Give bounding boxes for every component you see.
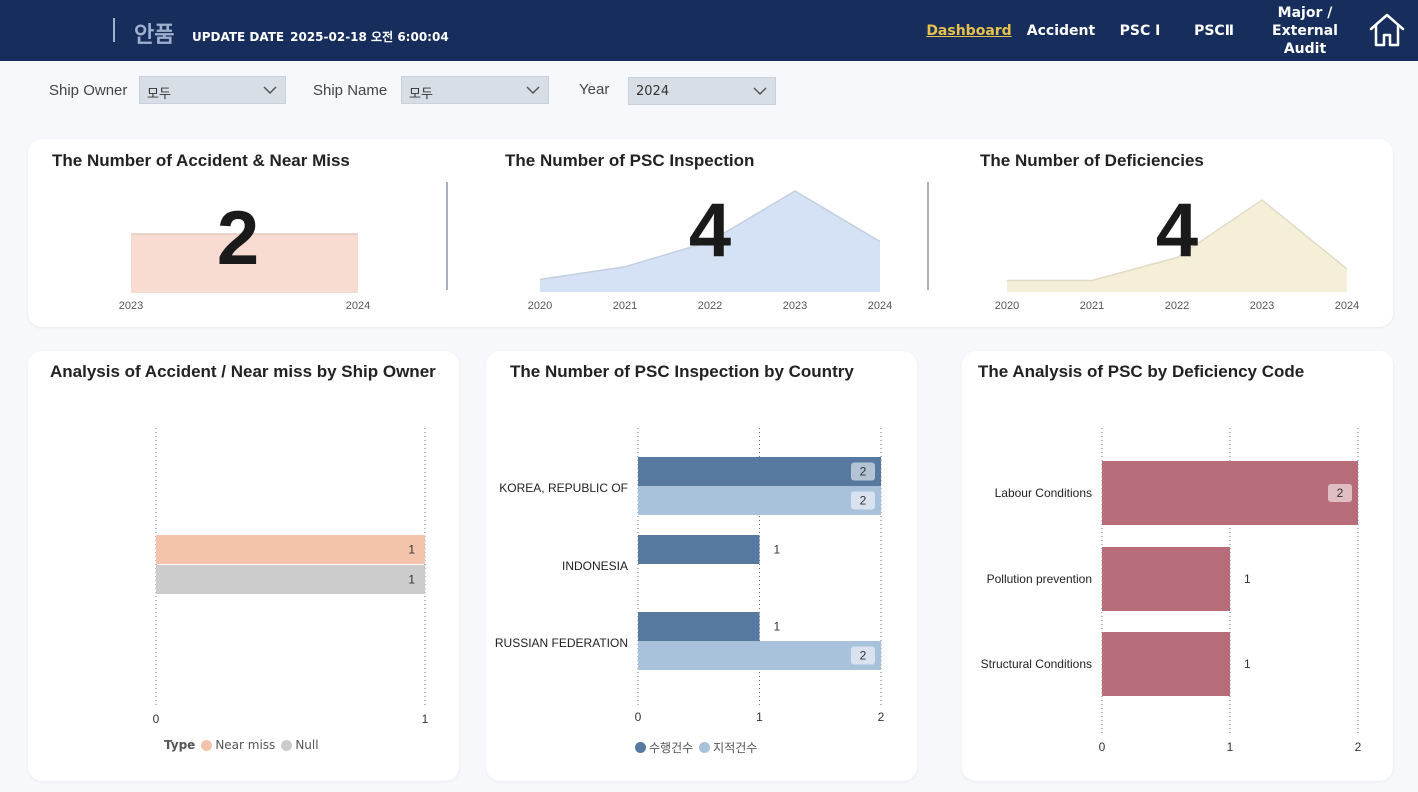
- kpi-deficiency-title: The Number of Deficiencies: [980, 151, 1204, 170]
- country-x-tick: 0: [635, 710, 642, 724]
- kpi-deficiency-value: 4: [1155, 188, 1199, 273]
- legend-null[interactable]: Null: [295, 738, 319, 752]
- top-bar: [0, 0, 1418, 61]
- legend-swatch-pointed: [699, 742, 711, 753]
- nav-dashboard[interactable]: Dashboard: [926, 22, 1012, 39]
- code-category-label: Labour Conditions: [995, 486, 1092, 500]
- owner-legend-title: Type: [164, 738, 196, 752]
- update-date-value: 2025-02-18 오전 6:00:04: [290, 30, 449, 44]
- nav-major-label: Major /: [1277, 4, 1333, 21]
- country-bar-label: 1: [774, 620, 781, 634]
- ship-name-dropdown[interactable]: 모두: [401, 76, 549, 104]
- ship-name-value: 모두: [409, 87, 433, 102]
- country-bar[interactable]: [638, 535, 760, 564]
- kpi-psc-title: The Number of PSC Inspection: [505, 151, 755, 170]
- kpi-accident-title: The Number of Accident & Near Miss: [52, 151, 350, 170]
- kpi-divider: [446, 182, 448, 290]
- country-bar-label: 2: [860, 465, 867, 479]
- country-bar[interactable]: [638, 612, 760, 641]
- code-bar[interactable]: [1102, 547, 1230, 611]
- update-date: UPDATE DATE 2025-02-18 오전 6:00:04: [192, 28, 449, 45]
- country-category-label: RUSSIAN FEDERATION: [495, 636, 628, 650]
- code-x-tick: 2: [1355, 740, 1362, 754]
- legend-near-miss[interactable]: Near miss: [215, 738, 276, 752]
- code-chart-title: The Analysis of PSC by Deficiency Code: [978, 362, 1305, 381]
- country-bar-label: 2: [860, 494, 867, 508]
- code-category-label: Structural Conditions: [981, 657, 1092, 671]
- year-label: Year: [579, 81, 610, 98]
- nav-external-audit-label: External Audit: [1272, 22, 1338, 57]
- kpi-accident-value: 2: [216, 196, 260, 281]
- nav-psc1[interactable]: PSC Ⅰ: [1119, 22, 1161, 39]
- code-bar-label: 1: [1244, 657, 1251, 671]
- chevron-down-icon: [526, 86, 540, 95]
- code-bar[interactable]: [1102, 461, 1358, 525]
- brand-title: 안품: [134, 23, 175, 48]
- country-bar-label-bg: [851, 646, 875, 665]
- country-x-tick: 1: [756, 710, 763, 724]
- code-category-label: Pollution prevention: [987, 572, 1092, 586]
- legend-swatch-null: [281, 739, 293, 751]
- legend-swatch-near-miss: [201, 739, 213, 751]
- owner-bar-label: 1: [408, 573, 415, 587]
- country-bar[interactable]: [638, 486, 881, 515]
- country-category-label: KOREA, REPUBLIC OF: [499, 481, 628, 495]
- country-bar-label: 1: [774, 543, 781, 557]
- year-dropdown[interactable]: 2024: [628, 77, 776, 105]
- owner-x-tick: 0: [153, 712, 160, 726]
- code-bar-label: 1: [1244, 572, 1251, 586]
- legend-pointed[interactable]: 지적건수: [713, 741, 758, 755]
- owner-legend: Type Near miss Null: [164, 738, 319, 752]
- country-bar-label-bg: [851, 462, 875, 481]
- country-bar-label-bg: [851, 491, 875, 510]
- owner-chart-title: Analysis of Accident / Near miss by Ship…: [50, 362, 436, 381]
- country-chart-title: The Number of PSC Inspection by Country: [510, 362, 854, 381]
- nav-major-external-audit[interactable]: Major / External Audit: [1252, 0, 1358, 61]
- country-category-label: INDONESIA: [562, 559, 628, 573]
- country-legend: 수행건수 지적건수: [629, 739, 757, 756]
- country-bar-label: 2: [860, 649, 867, 663]
- chevron-down-icon: [753, 87, 767, 96]
- country-x-tick: 2: [878, 710, 885, 724]
- nav-psc2[interactable]: PSCⅡ: [1194, 22, 1234, 39]
- home-icon[interactable]: [1368, 12, 1406, 48]
- owner-bar[interactable]: [156, 565, 425, 594]
- legend-performed[interactable]: 수행건수: [649, 741, 694, 755]
- chevron-down-icon: [263, 86, 277, 95]
- legend-swatch-performed: [635, 742, 646, 753]
- owner-bar[interactable]: [156, 535, 425, 564]
- brand-divider: [113, 18, 115, 42]
- ship-name-label: Ship Name: [313, 82, 388, 99]
- ship-owner-dropdown[interactable]: 모두: [139, 76, 286, 104]
- code-bar-label: 2: [1337, 486, 1344, 500]
- country-bar[interactable]: [638, 641, 881, 670]
- owner-x-tick: 1: [422, 712, 429, 726]
- country-card: [486, 351, 917, 781]
- owner-bar-label: 1: [408, 543, 415, 557]
- nav-accident[interactable]: Accident: [1026, 22, 1096, 39]
- country-bar[interactable]: [638, 457, 881, 486]
- code-bar[interactable]: [1102, 632, 1230, 696]
- kpi-psc-value: 4: [688, 188, 732, 273]
- code-bar-label-bg: [1328, 484, 1352, 502]
- ship-owner-label: Ship Owner: [49, 82, 128, 99]
- year-value: 2024: [636, 84, 670, 99]
- ship-owner-value: 모두: [147, 87, 171, 102]
- code-x-tick: 1: [1227, 740, 1234, 754]
- update-date-label: UPDATE DATE: [192, 30, 285, 44]
- kpi-divider: [927, 182, 929, 290]
- code-x-tick: 0: [1099, 740, 1106, 754]
